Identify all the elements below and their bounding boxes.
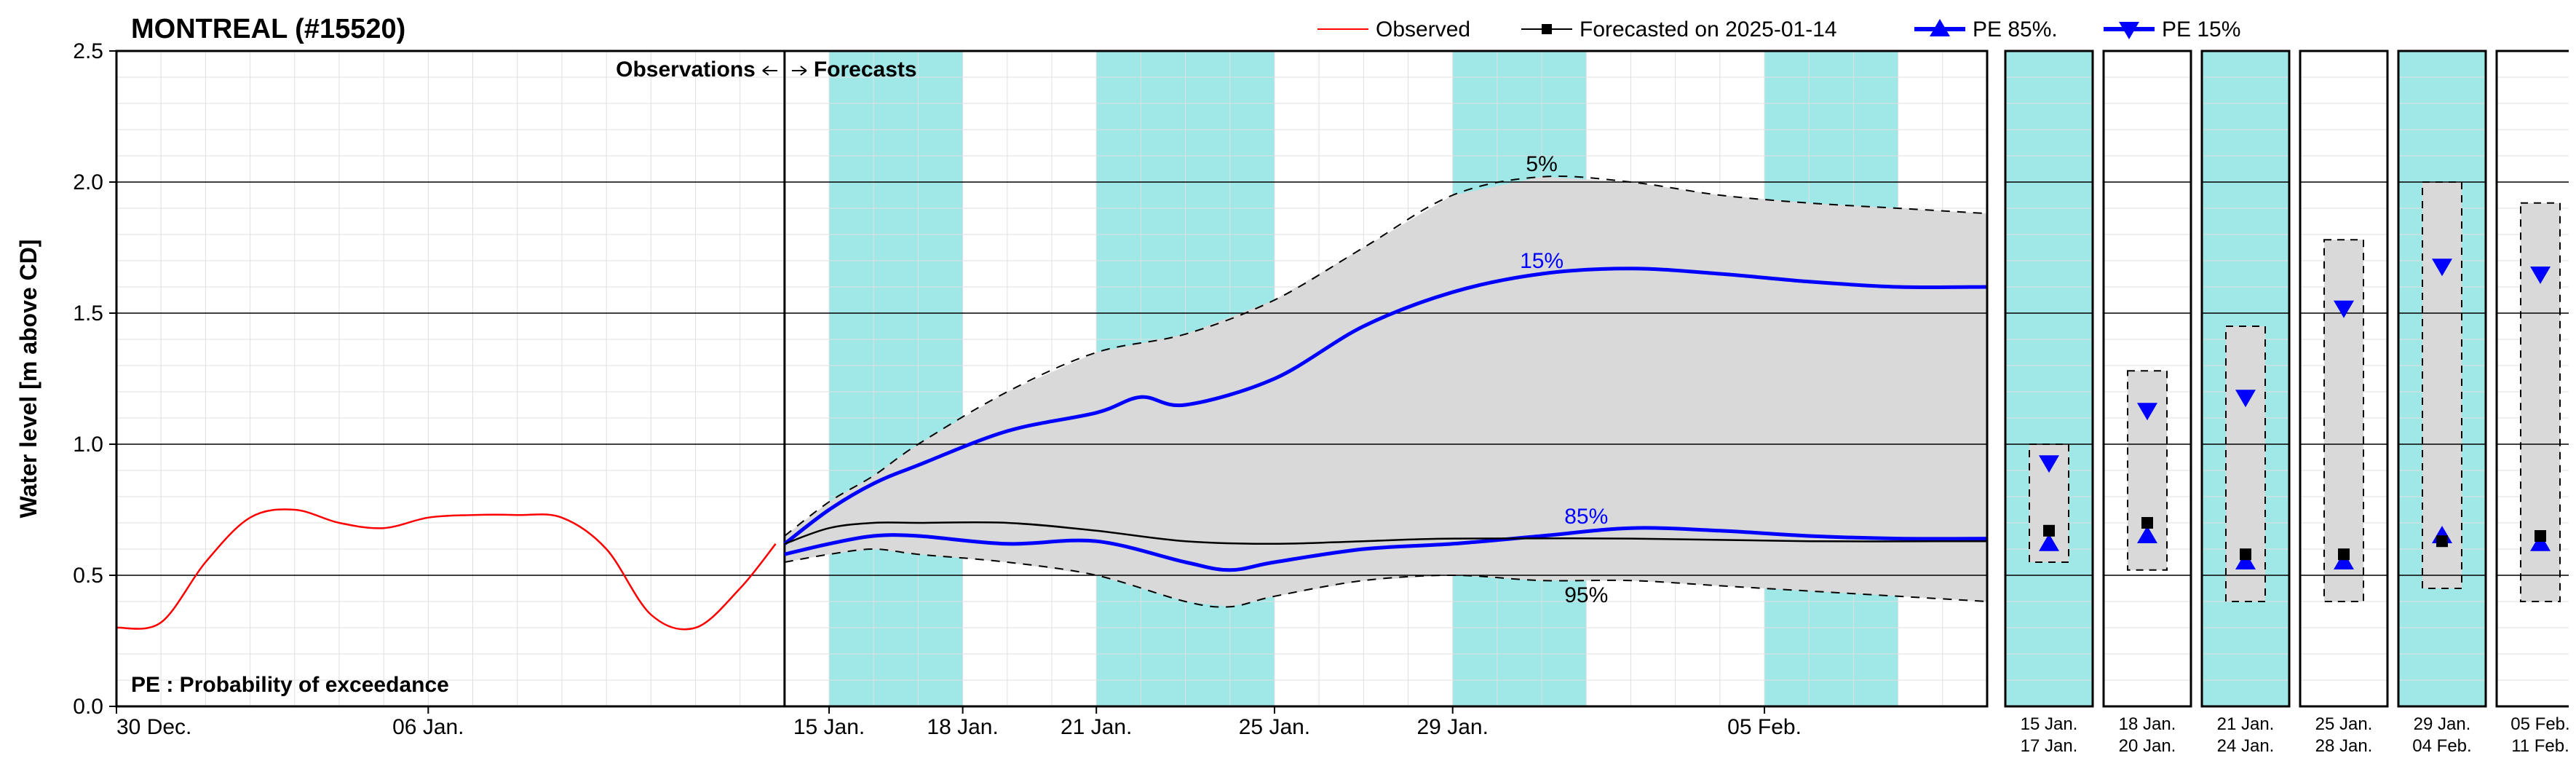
legend-forecasted: Forecasted on 2025-01-14 [1580, 17, 1837, 42]
xtick-label: 06 Jan. [392, 715, 464, 739]
label-95pct: 95% [1564, 583, 1608, 607]
summary-panel: 21 Jan.24 Jan. [2202, 51, 2289, 756]
y-axis-label: Water level [m above CD] [15, 240, 41, 518]
legend-pe85: PE 85%. [1973, 17, 2058, 42]
panel-label-top: 15 Jan. [2021, 714, 2078, 734]
pe-note: PE : Probability of exceedance [131, 673, 449, 697]
label-15pct: 15% [1520, 249, 1564, 273]
chart-svg: MONTREAL (#15520) Observed Forecasted on 2… [7, 7, 2569, 770]
legend-observed: Observed [1376, 17, 1470, 42]
forecast-marker [2535, 530, 2546, 542]
xtick-label: 29 Jan. [1417, 715, 1489, 739]
xtick-label: 21 Jan. [1061, 715, 1132, 739]
summary-panel: 05 Feb.11 Feb. [2497, 51, 2569, 756]
xtick-label: 25 Jan. [1239, 715, 1310, 739]
label-observations: Observations [616, 58, 756, 82]
xtick-label: 15 Jan. [793, 715, 865, 739]
label-forecasts: Forecasts [814, 58, 917, 82]
panel-label-top: 18 Jan. [2119, 714, 2176, 734]
panel-label-bot: 11 Feb. [2511, 736, 2569, 756]
panel-label-top: 21 Jan. [2217, 714, 2275, 734]
weekend-band [829, 51, 963, 706]
panel-label-bot: 20 Jan. [2119, 736, 2176, 756]
summary-panel: 15 Jan.17 Jan. [2005, 51, 2093, 756]
panel-label-bot: 17 Jan. [2021, 736, 2078, 756]
summary-panel: 25 Jan.28 Jan. [2300, 51, 2387, 756]
panel-label-top: 25 Jan. [2315, 714, 2373, 734]
forecast-marker [2240, 548, 2251, 560]
xtick-label: 18 Jan. [927, 715, 998, 739]
label-85pct: 85% [1564, 505, 1608, 529]
ytick-label: 1.5 [73, 301, 103, 326]
ytick-label: 0.0 [73, 695, 103, 719]
forecast-marker [2141, 517, 2153, 529]
xtick-label: 30 Dec. [116, 715, 191, 739]
panel-label-bot: 28 Jan. [2315, 736, 2373, 756]
label-5pct: 5% [1526, 152, 1557, 176]
legend-pe15: PE 15% [2162, 17, 2240, 42]
panel-label-bot: 24 Jan. [2217, 736, 2275, 756]
panel-label-top: 05 Feb. [2510, 714, 2569, 734]
forecast-marker [2043, 525, 2055, 537]
chart-title: MONTREAL (#15520) [131, 14, 405, 44]
panel-label-bot: 04 Feb. [2412, 736, 2471, 756]
ytick-label: 0.5 [73, 564, 103, 588]
xtick-label: 05 Feb. [1727, 715, 1802, 739]
observed-line [116, 509, 776, 629]
panel-label-top: 29 Jan. [2414, 714, 2471, 734]
ytick-label: 1.0 [73, 433, 103, 457]
chart-container: MONTREAL (#15520) Observed Forecasted on 2… [7, 7, 2569, 770]
summary-panel: 18 Jan.20 Jan. [2104, 51, 2191, 756]
forecast-marker [2338, 548, 2350, 560]
ytick-label: 2.0 [73, 170, 103, 194]
forecast-marker [2436, 535, 2448, 547]
ytick-label: 2.5 [73, 39, 103, 63]
summary-panel: 29 Jan.04 Feb. [2398, 51, 2486, 756]
